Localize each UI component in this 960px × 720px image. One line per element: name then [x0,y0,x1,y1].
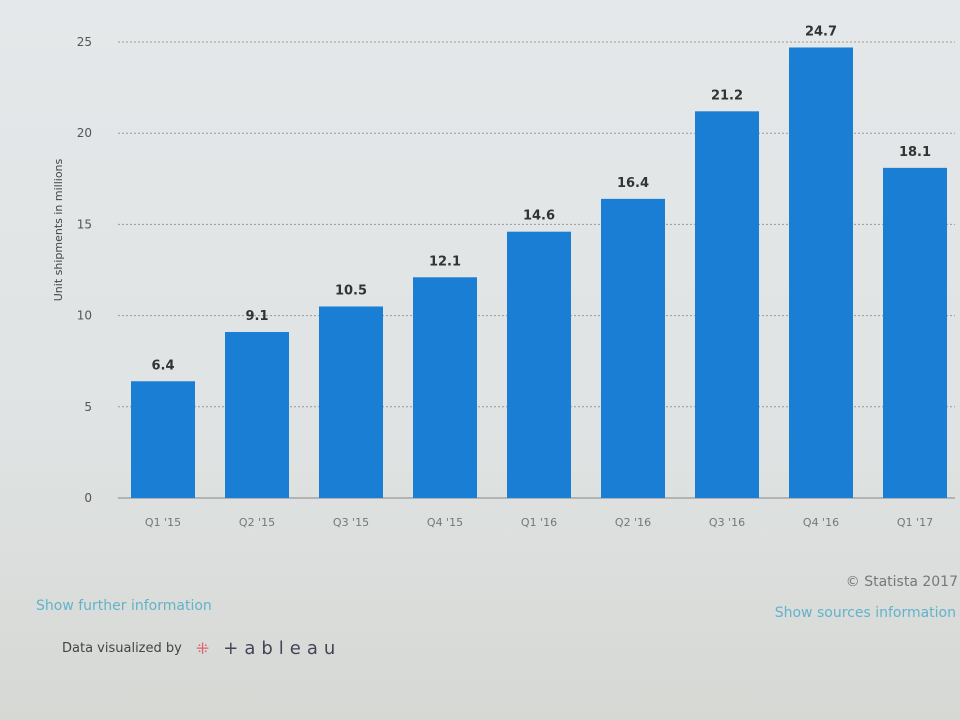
data-visualized-by: Data visualized by ⁜ +ableau [62,638,341,659]
y-tick-label: 5 [84,400,92,414]
bar[interactable] [883,167,947,498]
x-tick-label: Q1 '17 [897,516,933,529]
x-tick-label: Q1 '15 [145,516,181,529]
bar-chart: 0 5 10 15 20 25 Unit shipments in millions 6.4 Q… [52,24,955,529]
data-label: 24.7 [805,24,837,39]
data-label: 16.4 [617,176,649,191]
x-tick-label: Q2 '15 [239,516,275,529]
bar[interactable] [319,306,383,498]
data-label: 12.1 [429,254,461,269]
y-tick-label: 10 [77,309,92,323]
bar[interactable] [413,277,477,498]
bar[interactable] [601,198,665,498]
data-label: 10.5 [335,283,367,298]
data-label: 14.6 [523,209,555,224]
viz-by-label: Data visualized by [62,641,182,656]
tableau-logo-icon: ⁜ [195,639,210,658]
y-tick-label: 25 [77,35,92,49]
data-label: 18.1 [899,145,931,160]
tableau-logo[interactable]: +ableau [223,638,342,659]
y-axis-label: Unit shipments in millions [52,158,65,301]
y-tick-label: 0 [84,491,92,505]
x-tick-label: Q4 '16 [803,516,839,529]
data-label: 9.1 [245,309,268,324]
bar[interactable] [507,231,571,499]
data-label: 21.2 [711,88,743,103]
copyright: © Statista 2017 [845,574,958,590]
x-tick-label: Q2 '16 [615,516,651,529]
y-tick-label: 20 [77,126,92,140]
bar[interactable] [225,332,289,498]
x-tick-label: Q1 '16 [521,516,557,529]
bar[interactable] [695,111,759,498]
bar[interactable] [789,47,853,499]
show-further-information-link[interactable]: Show further information [36,598,212,614]
x-tick-label: Q3 '16 [709,516,745,529]
x-tick-label: Q3 '15 [333,516,369,529]
x-tick-label: Q4 '15 [427,516,463,529]
show-sources-information-link[interactable]: Show sources information [774,605,956,621]
data-label: 6.4 [151,358,174,373]
bar[interactable] [131,381,195,498]
y-tick-label: 15 [77,217,92,231]
